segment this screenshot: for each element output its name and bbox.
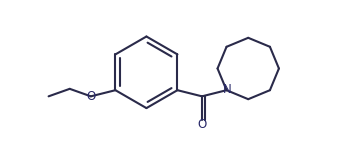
- Text: O: O: [197, 118, 207, 131]
- Text: O: O: [86, 90, 96, 103]
- Text: N: N: [223, 83, 231, 96]
